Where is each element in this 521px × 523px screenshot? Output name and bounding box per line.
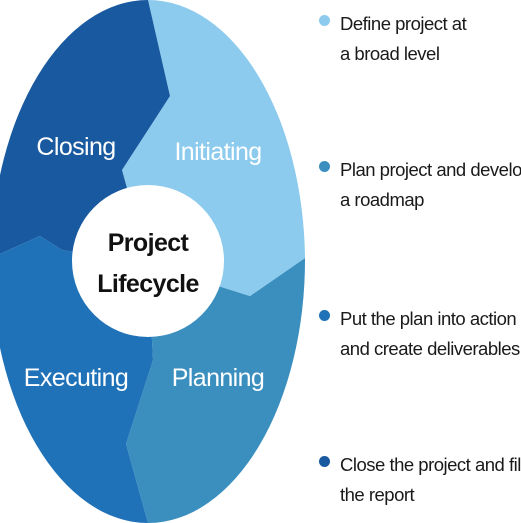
- legend-bullet-icon: [319, 310, 330, 321]
- legend-text-line1: Close the project and file: [340, 454, 521, 475]
- legend-item-initiating: Define project at a broad level: [319, 9, 519, 69]
- legend-bullet-icon: [319, 456, 330, 467]
- legend-bullet-icon: [319, 15, 330, 26]
- legend-text-line2: and create deliverables: [340, 338, 520, 359]
- phase-label-planning: Planning: [172, 364, 265, 392]
- legend-bullet-icon: [319, 161, 330, 172]
- legend-text-line1: Plan project and develop: [340, 159, 521, 180]
- legend-item-executing: Put the plan into action and create deli…: [319, 304, 520, 364]
- legend-text-line1: Put the plan into action: [340, 308, 517, 329]
- center-title-line2: Lifecycle: [97, 270, 199, 298]
- phase-label-executing: Executing: [24, 364, 128, 392]
- center-title-line1: Project: [108, 229, 190, 257]
- legend-item-planning: Plan project and develop a roadmap: [319, 155, 521, 215]
- phase-label-closing: Closing: [36, 133, 115, 161]
- legend-text-line2: a roadmap: [340, 189, 424, 210]
- legend-text-line1: Define project at: [340, 13, 467, 34]
- legend-text-line2: a broad level: [340, 43, 440, 64]
- phase-label-initiating: Initiating: [174, 138, 261, 166]
- center-circle: [72, 185, 224, 337]
- legend-text-line2: the report: [340, 484, 415, 505]
- legend-item-closing: Close the project and file the report: [319, 450, 521, 510]
